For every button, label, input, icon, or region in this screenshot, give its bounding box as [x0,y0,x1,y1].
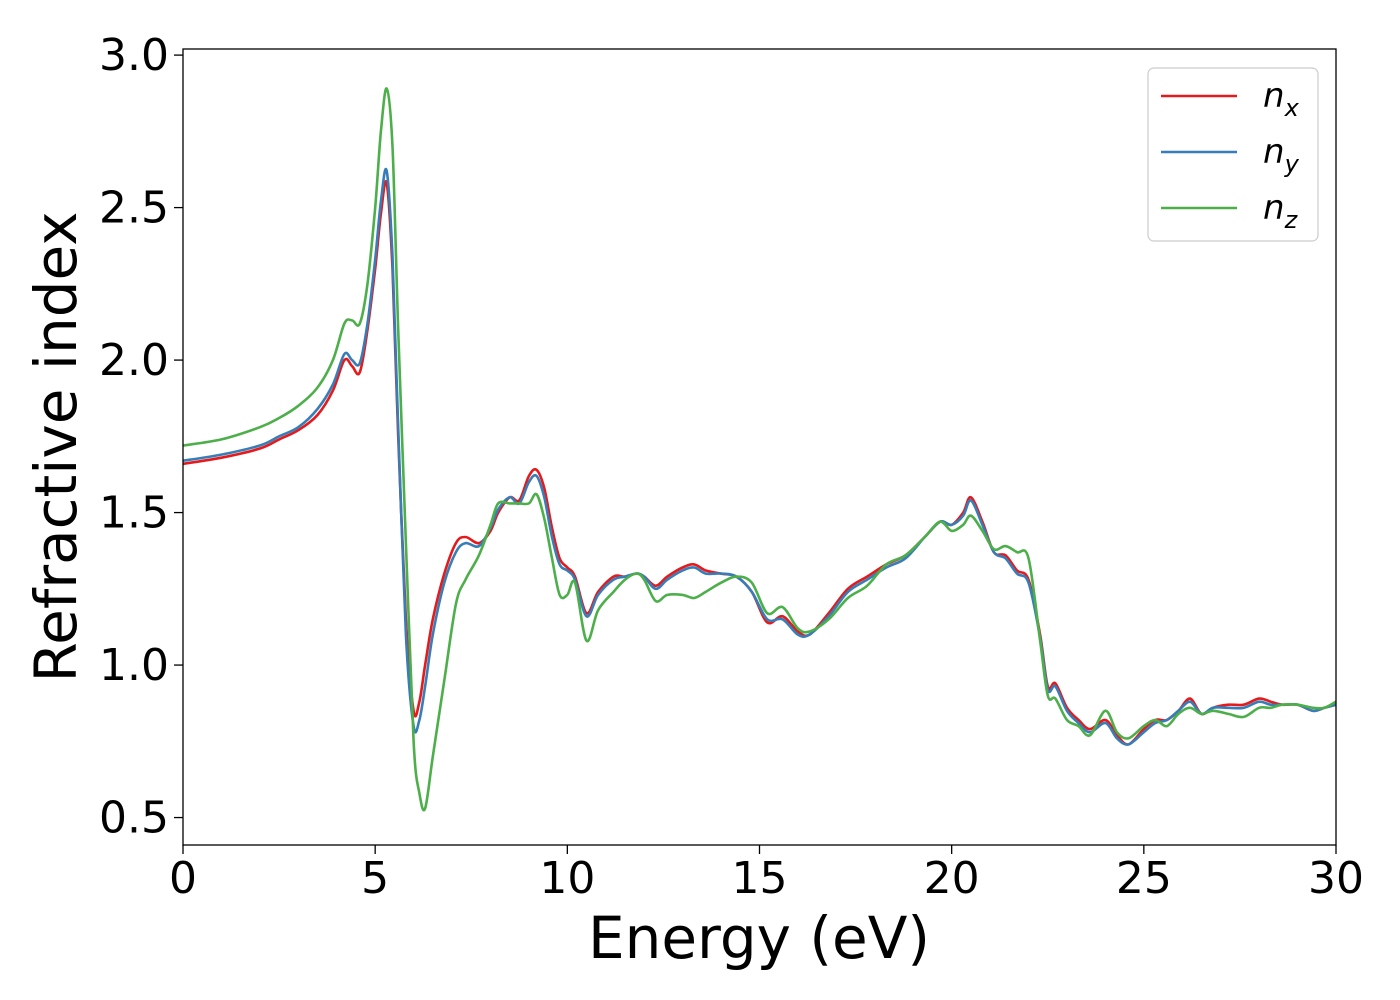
x-tick-label: 30 [1308,853,1364,904]
x-tick-label: 5 [361,853,389,904]
y-axis-title: Refractive index [22,211,90,682]
y-tick-label: 0.5 [99,793,169,844]
series-line-ny [182,167,1337,746]
y-tick-label: 2.0 [99,335,169,386]
y-tick-label: 1.0 [99,640,169,691]
y-tick-label: 1.5 [99,488,169,539]
x-tick-label: 25 [1116,853,1172,904]
y-axis: 0.5 1.0 1.5 2.0 2.5 3.0 [99,30,183,844]
x-tick-label: 10 [539,853,595,904]
y-tick-label: 2.5 [99,183,169,234]
x-tick-label: 20 [924,853,980,904]
series-line-nz [182,87,1337,812]
x-tick-label: 0 [169,853,197,904]
y-tick-label: 3.0 [99,30,169,81]
x-axis: 0 5 10 15 20 25 30 [169,845,1364,904]
x-tick-label: 15 [732,853,788,904]
legend-box [1147,67,1319,242]
series-layer [182,87,1337,812]
x-axis-title: Energy (eV) [588,904,930,972]
